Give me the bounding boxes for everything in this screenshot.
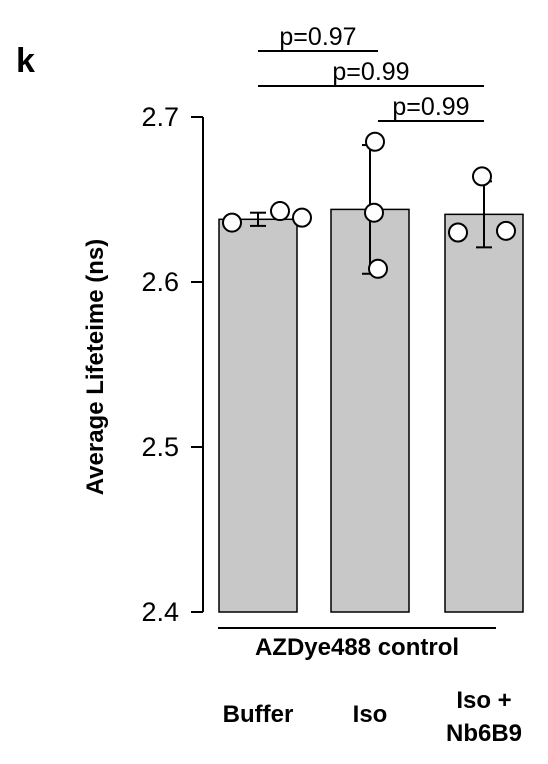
data-point (448, 222, 468, 243)
data-point (222, 212, 242, 233)
p-value-label: p=0.99 (392, 93, 469, 121)
p-value-label: p=0.99 (332, 58, 409, 86)
category-labels: Buffer Iso Iso + Nb6B9 (218, 627, 522, 747)
y-tick-label: 2.4 (141, 597, 179, 627)
y-tick-label: 2.5 (141, 432, 179, 462)
bars (218, 208, 524, 613)
data-point (496, 220, 516, 241)
data-points (222, 131, 516, 279)
y-tick-label: 2.6 (141, 267, 179, 297)
data-point (292, 207, 312, 228)
category-label: Nb6B9 (446, 720, 522, 747)
y-axis-label: Average Lifeteime (ns) (82, 239, 109, 496)
y-tick-label: 2.7 (141, 102, 179, 132)
bar (444, 213, 524, 613)
panel-label: k (16, 42, 35, 80)
category-label: Buffer (223, 701, 294, 728)
category-label: Iso + (456, 687, 511, 714)
y-axis: 2.4 2.5 2.6 2.7 (141, 102, 204, 627)
p-value-label: p=0.97 (279, 23, 356, 51)
bar (330, 208, 410, 613)
group-label: AZDye488 control (255, 634, 459, 661)
data-point (270, 201, 290, 222)
data-point (368, 258, 388, 279)
data-point (365, 131, 385, 152)
data-point (364, 202, 384, 223)
data-point (472, 166, 492, 187)
bar (218, 218, 298, 613)
category-label: Iso (353, 701, 388, 728)
comparison-brackets: p=0.97 p=0.99 p=0.99 (258, 23, 484, 122)
